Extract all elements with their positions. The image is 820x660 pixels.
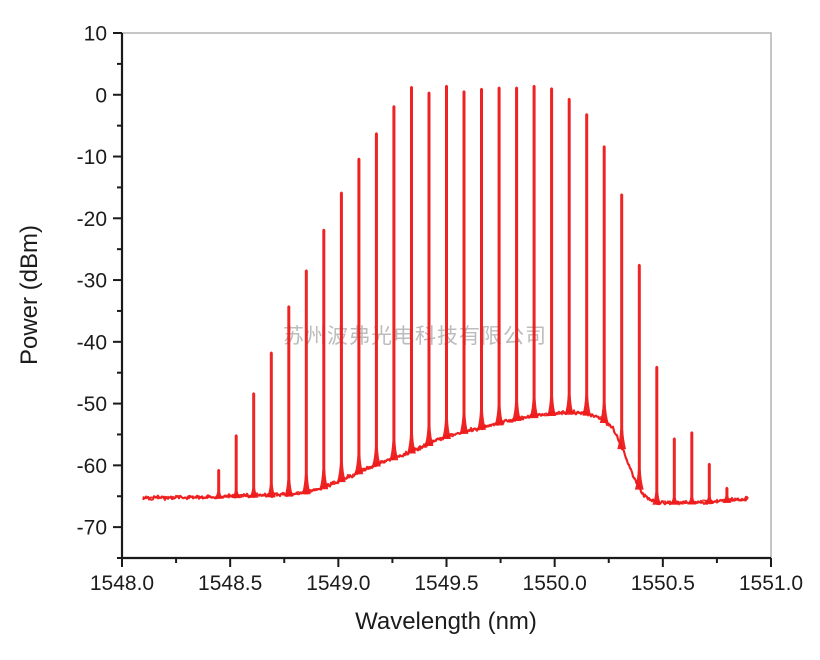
y-tick-label: -50 [77,393,107,416]
y-tick-label: -20 [77,208,107,231]
y-tick-label: -70 [77,517,107,540]
x-axis-title: Wavelength (nm) [355,608,537,635]
y-axis-title: Power (dBm) [16,224,43,366]
y-tick-label: -30 [77,270,107,293]
plot-frame [122,32,772,558]
x-tick-label: 1549.0 [306,572,370,595]
x-tick-label: 1551.0 [739,572,803,595]
x-tick-label: 1548.0 [90,572,154,595]
y-tick-label: 0 [95,84,107,107]
x-tick-label: 1548.5 [198,572,262,595]
comb-peaks [214,84,732,505]
y-tick-label: -40 [77,331,107,354]
y-tick-label: -10 [77,146,107,169]
y-tick-label: 10 [84,23,107,46]
y-tick-label: -60 [77,455,107,478]
x-tick-label: 1550.5 [631,572,695,595]
x-tick-label: 1549.5 [414,572,478,595]
x-tick-label: 1550.0 [523,572,587,595]
